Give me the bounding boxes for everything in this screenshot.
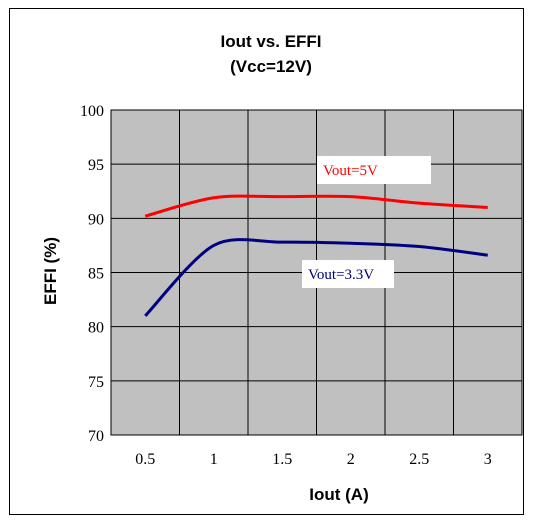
series-label-0: Vout=5V <box>323 163 378 179</box>
series-label-1: Vout=3.3V <box>308 267 374 283</box>
y-axis-label: EFFI (%) <box>41 237 60 305</box>
x-tick-label: 1 <box>210 451 218 468</box>
series-line-1 <box>144 238 488 317</box>
series-label-box-1 <box>302 260 394 288</box>
chart-svg: Iout vs. EFFI (Vcc=12V) Vout=5V Vout=3.3V… <box>41 32 523 504</box>
series-label-box-0 <box>317 156 431 184</box>
x-tick-label: 2.5 <box>409 451 429 468</box>
y-tick-label: 90 <box>88 211 104 228</box>
x-tick-label: 3 <box>484 451 492 468</box>
chart-frame: Iout vs. EFFI (Vcc=12V) Vout=5V Vout=3.3V… <box>9 8 524 515</box>
y-tick-label: 70 <box>88 428 104 445</box>
series-line-0 <box>144 194 488 218</box>
y-tick-label: 85 <box>88 266 104 283</box>
y-tick-label: 100 <box>80 103 104 120</box>
series-labels: Vout=5V Vout=3.3V <box>302 156 431 288</box>
grid-lines <box>110 109 523 436</box>
chart-title: Iout vs. EFFI <box>220 32 321 51</box>
y-tick-label: 80 <box>88 320 104 337</box>
series-lines <box>144 194 488 317</box>
x-axis-label: Iout (A) <box>309 485 368 504</box>
y-tick-label: 95 <box>88 157 104 174</box>
chart-subtitle: (Vcc=12V) <box>230 57 312 76</box>
x-tick-label: 1.5 <box>272 451 292 468</box>
tick-labels: 70 75 80 85 90 95 100 0.5 1 1.5 2 2.5 3 <box>80 103 492 468</box>
x-tick-label: 0.5 <box>135 451 155 468</box>
x-tick-label: 2 <box>347 451 355 468</box>
y-tick-label: 75 <box>88 374 104 391</box>
